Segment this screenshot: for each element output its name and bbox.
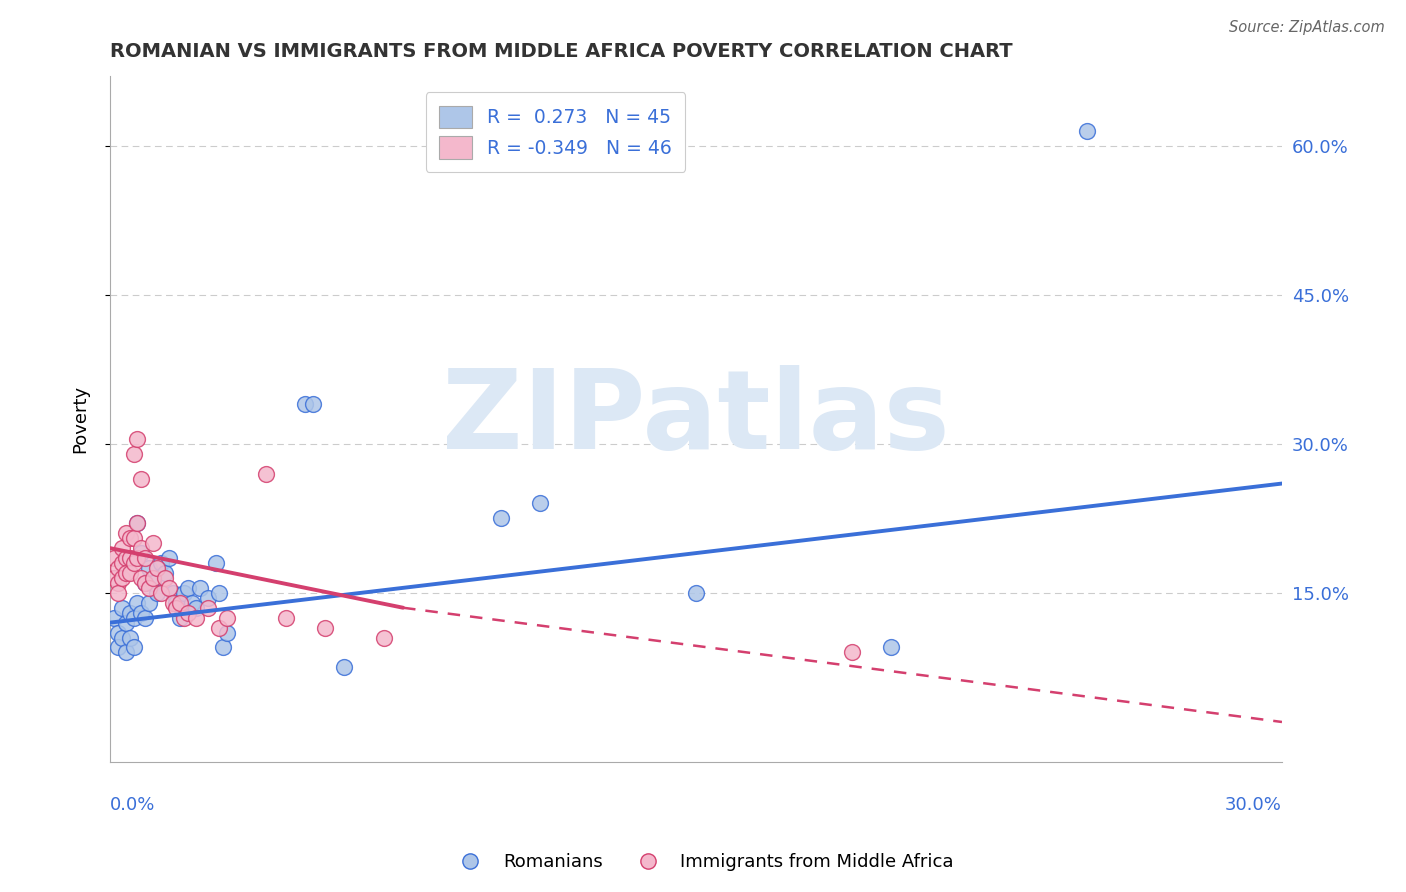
Point [177, 581, 200, 595]
Point [131, 472, 153, 486]
Point [197, 600, 219, 615]
Point [114, 551, 136, 566]
Point [107, 575, 129, 590]
Point [142, 536, 165, 550]
Point [114, 526, 136, 541]
Point [208, 621, 231, 635]
Point [166, 596, 188, 610]
Legend: R =  0.273   N = 45, R = -0.349   N = 46: R = 0.273 N = 45, R = -0.349 N = 46 [426, 93, 685, 172]
Point [314, 621, 336, 635]
Point [107, 625, 129, 640]
Point [146, 561, 169, 575]
Point [114, 566, 136, 580]
Point [254, 467, 277, 481]
Point [111, 631, 134, 645]
Point [169, 596, 191, 610]
Point [166, 600, 188, 615]
Point [118, 531, 141, 545]
Point [188, 581, 211, 595]
Point [841, 645, 863, 659]
Point [111, 541, 134, 555]
Point [131, 571, 153, 585]
Point [131, 541, 153, 555]
Point [880, 640, 903, 655]
Point [489, 511, 512, 525]
Point [118, 631, 141, 645]
Point [142, 571, 165, 585]
Point [107, 561, 129, 575]
Point [118, 606, 141, 620]
Point [146, 586, 169, 600]
Point [107, 586, 129, 600]
Point [162, 586, 184, 600]
Point [333, 660, 356, 674]
Point [162, 596, 184, 610]
Point [111, 556, 134, 570]
Text: ROMANIAN VS IMMIGRANTS FROM MIDDLE AFRICA POVERTY CORRELATION CHART: ROMANIAN VS IMMIGRANTS FROM MIDDLE AFRIC… [110, 42, 1012, 61]
Point [274, 610, 297, 624]
Text: 30.0%: 30.0% [1225, 797, 1282, 814]
Point [122, 531, 145, 545]
Point [169, 610, 191, 624]
Point [111, 600, 134, 615]
Point [114, 615, 136, 630]
Point [122, 610, 145, 624]
Point [122, 556, 145, 570]
Point [103, 551, 125, 566]
Point [111, 571, 134, 585]
Point [685, 586, 707, 600]
Point [529, 496, 551, 510]
Point [373, 631, 395, 645]
Point [302, 397, 325, 411]
Text: ZIPatlas: ZIPatlas [441, 366, 950, 473]
Point [127, 516, 149, 531]
Point [217, 610, 239, 624]
Point [197, 591, 219, 605]
Point [217, 625, 239, 640]
Point [107, 640, 129, 655]
Point [138, 561, 160, 575]
Point [127, 516, 149, 531]
Point [149, 556, 172, 570]
Point [204, 556, 226, 570]
Point [127, 432, 149, 446]
Point [184, 610, 207, 624]
Point [134, 551, 156, 566]
Point [127, 596, 149, 610]
Point [157, 581, 180, 595]
Point [131, 546, 153, 560]
Text: 0.0%: 0.0% [110, 797, 156, 814]
Point [118, 551, 141, 566]
Point [149, 586, 172, 600]
Point [103, 571, 125, 585]
Point [122, 640, 145, 655]
Point [103, 610, 125, 624]
Point [181, 596, 204, 610]
Point [134, 610, 156, 624]
Point [134, 575, 156, 590]
Point [138, 596, 160, 610]
Point [122, 447, 145, 461]
Point [138, 581, 160, 595]
Point [134, 575, 156, 590]
Point [153, 566, 176, 580]
Point [294, 397, 316, 411]
Point [127, 551, 149, 566]
Point [1076, 124, 1098, 138]
Point [114, 645, 136, 659]
Point [153, 571, 176, 585]
Point [118, 566, 141, 580]
Point [173, 610, 195, 624]
Point [131, 606, 153, 620]
Point [177, 606, 200, 620]
Legend: Romanians, Immigrants from Middle Africa: Romanians, Immigrants from Middle Africa [446, 847, 960, 879]
Point [184, 600, 207, 615]
Point [208, 586, 231, 600]
Point [157, 551, 180, 566]
Y-axis label: Poverty: Poverty [72, 385, 89, 453]
Text: Source: ZipAtlas.com: Source: ZipAtlas.com [1229, 20, 1385, 35]
Point [173, 586, 195, 600]
Point [212, 640, 235, 655]
Point [142, 575, 165, 590]
